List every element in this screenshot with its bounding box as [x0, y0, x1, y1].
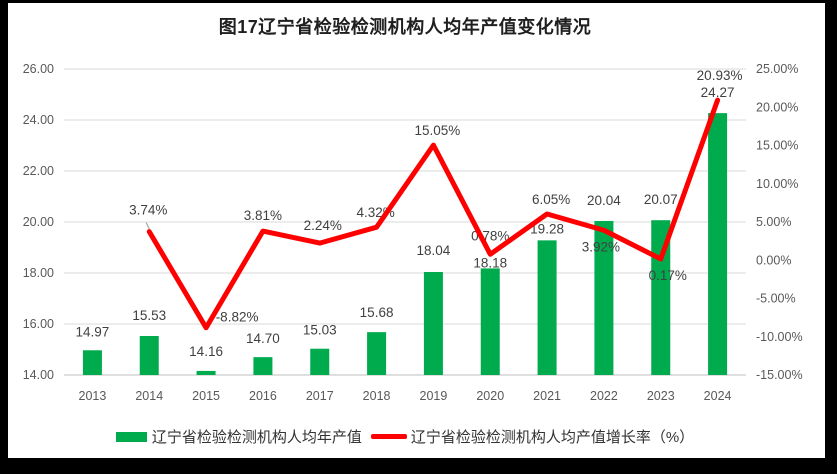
bar-2013: [82, 350, 102, 375]
chart-canvas: 14.00 16.00 18.00 20.00 22.00 24.00 26.00 -15.0…: [23, 62, 803, 403]
bar-label-2022: 20.04: [587, 193, 621, 208]
bar-2014: [139, 335, 159, 375]
right-axis-tick: 5.00%: [756, 215, 791, 229]
bar-label-2018: 15.68: [360, 305, 394, 320]
line-label-2023: 0.17%: [649, 268, 687, 283]
left-axis-tick: 24.00: [23, 113, 54, 127]
label-leader-line: [145, 222, 151, 231]
bar-label-2020: 18.18: [473, 255, 507, 270]
bar-label-2014: 15.53: [132, 308, 166, 323]
right-axis-tick: -5.00%: [756, 292, 796, 306]
bar-label-2015: 14.16: [189, 344, 223, 359]
left-axis-tick: 22.00: [23, 164, 54, 178]
bar-2016: [253, 357, 273, 375]
x-axis-label-2016: 2016: [249, 389, 277, 403]
left-axis-tick: 18.00: [23, 266, 54, 280]
left-axis-tick: 16.00: [23, 317, 54, 331]
bar-label-2024: 24.27: [701, 85, 735, 100]
left-axis-tick: 26.00: [23, 62, 54, 76]
x-axis-label-2024: 2024: [704, 389, 732, 403]
x-axis-label-2020: 2020: [476, 389, 504, 403]
x-axis-label-2018: 2018: [363, 389, 391, 403]
line-label-2019: 15.05%: [415, 123, 461, 138]
bar-label-2013: 14.97: [76, 324, 110, 339]
line-label-2024: 20.93%: [697, 68, 743, 83]
x-axis-label-2015: 2015: [192, 389, 220, 403]
x-axis-label-2013: 2013: [79, 389, 107, 403]
legend-item-output-value: 辽宁省检验检测机构人均年产值: [115, 426, 362, 447]
bar-label-2017: 15.03: [303, 323, 337, 338]
bar-label-2019: 18.04: [417, 243, 451, 258]
legend-line-swatch: [370, 434, 407, 439]
line-label-2016: 3.81%: [244, 208, 282, 223]
legend-growth-label: 辽宁省检验检测机构人均产值增长率（%）: [410, 429, 695, 446]
right-axis-tick: 25.00%: [756, 62, 798, 76]
right-axis-tick: 20.00%: [756, 100, 798, 114]
legend-bar-swatch: [115, 431, 147, 442]
chart-window: 图17辽宁省检验检测机构人均年产值变化情况 14.00 16.00 18.00 20.…: [8, 3, 825, 458]
bar-2024: [708, 113, 728, 376]
right-axis-tick: 15.00%: [756, 139, 798, 153]
x-axis-label-2022: 2022: [590, 389, 618, 403]
x-axis-label-2014: 2014: [135, 389, 163, 403]
right-axis-tick: 0.00%: [756, 253, 791, 267]
line-label-2017: 2.24%: [304, 218, 342, 233]
bar-2018: [367, 332, 387, 375]
x-axis-label-2023: 2023: [647, 389, 675, 403]
line-label-2014: 3.74%: [129, 203, 167, 218]
bar-2022: [594, 220, 614, 375]
x-axis-label-2021: 2021: [533, 389, 561, 403]
bar-2021: [537, 240, 557, 375]
bar-label-2021: 19.28: [530, 221, 564, 236]
line-label-2021: 6.05%: [532, 192, 570, 207]
x-axis-label-2017: 2017: [306, 389, 334, 403]
legend-output-label: 辽宁省检验检测机构人均年产值: [151, 429, 362, 446]
right-axis-tick: -15.00%: [756, 368, 803, 382]
bar-2017: [310, 348, 330, 375]
line-label-2015: -8.82%: [216, 310, 259, 325]
legend: 辽宁省检验检测机构人均年产值 辽宁省检验检测机构人均产值增长率（%）: [64, 426, 746, 447]
bar-2020: [480, 268, 500, 375]
x-axis-label-2019: 2019: [420, 389, 448, 403]
right-axis-tick: -10.00%: [756, 330, 803, 344]
bar-2015: [196, 370, 216, 375]
chart-title: 图17辽宁省检验检测机构人均年产值变化情况: [218, 17, 592, 37]
legend-item-growth-rate: 辽宁省检验检测机构人均产值增长率（%）: [370, 426, 695, 447]
bar-2019: [423, 271, 443, 375]
right-axis-tick: 10.00%: [756, 177, 798, 191]
bar-label-2023: 20.07: [644, 192, 678, 207]
left-axis-tick: 14.00: [23, 368, 54, 382]
growth-rate-line: [146, 97, 721, 331]
left-axis-tick: 20.00: [23, 215, 54, 229]
bar-label-2016: 14.70: [246, 331, 280, 346]
line-label-2022: 3.92%: [582, 239, 620, 254]
